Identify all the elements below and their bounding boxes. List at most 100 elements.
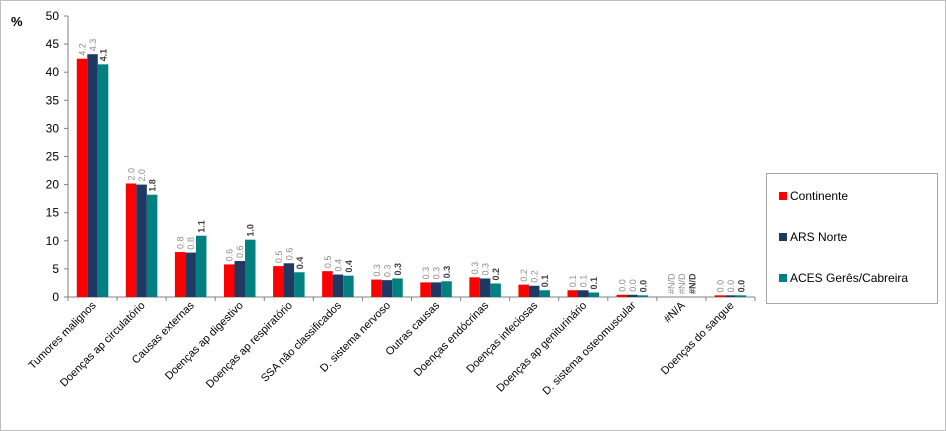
data-label-ars-norte-doencas-do-sangue: 0.0 bbox=[726, 280, 736, 293]
data-label-aces-geres-cabreira-d-sistema-osteomuscular: 0.0 bbox=[638, 280, 648, 293]
data-label-aces-geres-cabreira-doencas-ap-geniturinario: 0.1 bbox=[589, 277, 599, 290]
y-tick-label: 30 bbox=[46, 121, 60, 135]
bar-ars-norte-doencas-endocrinas bbox=[479, 278, 491, 297]
data-label-aces-geres-cabreira-doencas-infeciosas: 0.1 bbox=[540, 275, 550, 288]
bar-aces-geres-cabreira-d-sistema-nervoso bbox=[392, 278, 403, 297]
bar-aces-geres-cabreira-tumores-malignos bbox=[97, 64, 109, 297]
data-label-aces-geres-cabreira-outras-causas: 0.3 bbox=[442, 266, 452, 279]
x-tick-label-d-sistema-osteomuscular: D. sistema osteomuscular bbox=[540, 299, 638, 397]
data-label-ars-norte-d-sistema-nervoso: 0.3 bbox=[382, 265, 392, 278]
data-label-ars-norte-doencas-ap-respiratorio: 0.6 bbox=[284, 248, 294, 261]
data-label-aces-geres-cabreira-ssa-nao-classificados: 0.4 bbox=[344, 260, 354, 273]
bar-aces-geres-cabreira-doencas-ap-geniturinario bbox=[588, 292, 599, 297]
data-label-ars-norte-doencas-ap-digestivo: 0.6 bbox=[235, 246, 245, 259]
data-label-ars-norte-ssa-nao-classificados: 0.4 bbox=[333, 259, 343, 272]
data-label-ars-norte-doencas-ap-geniturinario: 0.1 bbox=[579, 275, 589, 288]
legend-item-aces: ACES Gerês/Cabreira bbox=[779, 270, 908, 286]
bar-ars-norte-d-sistema-osteomuscular bbox=[627, 294, 638, 297]
data-label-ars-norte-outras-causas: 0.3 bbox=[432, 267, 442, 280]
bar-continente-causas-externas bbox=[174, 252, 186, 297]
data-label-aces-geres-cabreira-n-a: #N/D bbox=[687, 273, 697, 294]
bar-continente-tumores-malignos bbox=[76, 58, 88, 297]
bar-ars-norte-ssa-nao-classificados bbox=[332, 274, 344, 297]
legend-swatch-continente bbox=[779, 192, 787, 200]
x-tick-label-ssa-nao-classificados: SSA não classificados bbox=[259, 299, 344, 384]
bar-ars-norte-doencas-do-sangue bbox=[725, 295, 736, 297]
data-label-continente-doencas-ap-circulatorio: 2.0 bbox=[127, 168, 137, 181]
bar-continente-doencas-ap-circulatorio bbox=[125, 183, 137, 297]
y-tick-label: 35 bbox=[46, 93, 60, 107]
bar-continente-doencas-ap-geniturinario bbox=[567, 290, 578, 297]
bar-aces-geres-cabreira-d-sistema-osteomuscular bbox=[637, 295, 649, 297]
bar-aces-geres-cabreira-doencas-ap-digestivo bbox=[245, 239, 256, 297]
bar-aces-geres-cabreira-doencas-do-sangue bbox=[735, 295, 747, 297]
bar-continente-doencas-endocrinas bbox=[469, 277, 480, 297]
data-label-continente-doencas-ap-respiratorio: 0.5 bbox=[274, 251, 284, 264]
bar-aces-geres-cabreira-ssa-nao-classificados bbox=[343, 275, 354, 297]
data-label-continente-causas-externas: 0.8 bbox=[176, 237, 186, 250]
x-tick-label-doencas-ap-geniturinario: Doenças ap geniturinário bbox=[494, 300, 589, 395]
x-tick-label-doencas-ap-circulatorio: Doenças ap circulatório bbox=[58, 300, 148, 390]
y-tick-label: 25 bbox=[46, 150, 60, 164]
legend-item-ars-norte: ARS Norte bbox=[779, 229, 847, 245]
bar-ars-norte-doencas-ap-circulatorio bbox=[136, 184, 147, 297]
bar-continente-doencas-ap-respiratorio bbox=[273, 266, 284, 297]
data-label-ars-norte-tumores-malignos: 4.3 bbox=[88, 39, 98, 52]
data-label-continente-outras-causas: 0.3 bbox=[421, 267, 431, 280]
legend-label-aces: ACES Gerês/Cabreira bbox=[790, 271, 909, 285]
data-label-aces-geres-cabreira-doencas-ap-respiratorio: 0.4 bbox=[295, 257, 305, 270]
data-label-continente-doencas-infeciosas: 0.2 bbox=[519, 269, 529, 282]
legend: Continente ARS Norte ACES Gerês/Cabreira bbox=[766, 173, 938, 304]
bar-continente-d-sistema-osteomuscular bbox=[616, 294, 628, 297]
legend-swatch-ars-norte bbox=[779, 233, 787, 241]
legend-swatch-aces bbox=[779, 274, 787, 282]
data-label-aces-geres-cabreira-doencas-ap-circulatorio: 1.8 bbox=[148, 179, 158, 192]
legend-label-ars-norte: ARS Norte bbox=[790, 230, 848, 244]
x-tick-label-doencas-ap-respiratorio: Doenças ap respiratório bbox=[204, 300, 295, 391]
bar-continente-doencas-do-sangue bbox=[714, 295, 726, 297]
data-label-continente-n-a: #N/D bbox=[666, 273, 676, 294]
y-tick-label: 5 bbox=[52, 262, 59, 276]
y-tick-label: 40 bbox=[46, 65, 60, 79]
bar-continente-outras-causas bbox=[420, 282, 431, 297]
bar-ars-norte-causas-externas bbox=[185, 252, 196, 297]
y-tick-label: 10 bbox=[46, 234, 60, 248]
bar-aces-geres-cabreira-doencas-ap-circulatorio bbox=[146, 194, 158, 297]
data-label-continente-d-sistema-osteomuscular: 0.0 bbox=[617, 279, 627, 292]
data-label-ars-norte-n-a: #N/D bbox=[677, 273, 687, 294]
bar-aces-geres-cabreira-doencas-endocrinas bbox=[490, 283, 501, 297]
bar-ars-norte-doencas-infeciosas bbox=[528, 285, 540, 297]
bar-ars-norte-doencas-ap-respiratorio bbox=[283, 263, 295, 297]
bar-ars-norte-outras-causas bbox=[430, 282, 442, 297]
y-tick-label: 20 bbox=[46, 178, 60, 192]
y-axis-label: % bbox=[11, 14, 23, 29]
bar-ars-norte-d-sistema-nervoso bbox=[381, 280, 393, 297]
y-tick-label: 45 bbox=[46, 37, 60, 51]
bar-continente-doencas-ap-digestivo bbox=[224, 264, 235, 297]
y-tick-label: 0 bbox=[52, 290, 59, 304]
bar-ars-norte-tumores-malignos bbox=[87, 54, 98, 297]
y-tick-label: 50 bbox=[46, 9, 60, 23]
bar-aces-geres-cabreira-doencas-ap-respiratorio bbox=[294, 272, 305, 297]
data-label-continente-tumores-malignos: 4.2 bbox=[78, 43, 88, 56]
data-label-aces-geres-cabreira-d-sistema-nervoso: 0.3 bbox=[393, 263, 403, 276]
bar-ars-norte-doencas-ap-digestivo bbox=[234, 261, 245, 297]
data-label-aces-geres-cabreira-doencas-endocrinas: 0.2 bbox=[491, 268, 501, 281]
bar-continente-doencas-infeciosas bbox=[518, 284, 529, 297]
data-label-continente-doencas-endocrinas: 0.3 bbox=[470, 262, 480, 275]
bar-aces-geres-cabreira-doencas-infeciosas bbox=[539, 290, 550, 297]
bar-continente-d-sistema-nervoso bbox=[371, 279, 382, 297]
data-label-continente-ssa-nao-classificados: 0.5 bbox=[323, 256, 333, 269]
data-label-ars-norte-doencas-infeciosas: 0.2 bbox=[530, 270, 540, 283]
data-label-aces-geres-cabreira-causas-externas: 1.1 bbox=[197, 220, 207, 233]
data-label-continente-doencas-ap-digestivo: 0.6 bbox=[225, 249, 235, 262]
legend-label-continente: Continente bbox=[790, 189, 849, 203]
bar-aces-geres-cabreira-causas-externas bbox=[195, 235, 207, 297]
data-label-aces-geres-cabreira-doencas-ap-digestivo: 1.0 bbox=[246, 224, 256, 237]
y-tick-label: 15 bbox=[46, 206, 60, 220]
x-tick-label-n-a: #N/A bbox=[662, 299, 688, 325]
data-label-ars-norte-doencas-endocrinas: 0.3 bbox=[481, 263, 491, 276]
data-label-aces-geres-cabreira-tumores-malignos: 4.1 bbox=[99, 49, 109, 62]
data-label-ars-norte-d-sistema-osteomuscular: 0.0 bbox=[628, 279, 638, 292]
